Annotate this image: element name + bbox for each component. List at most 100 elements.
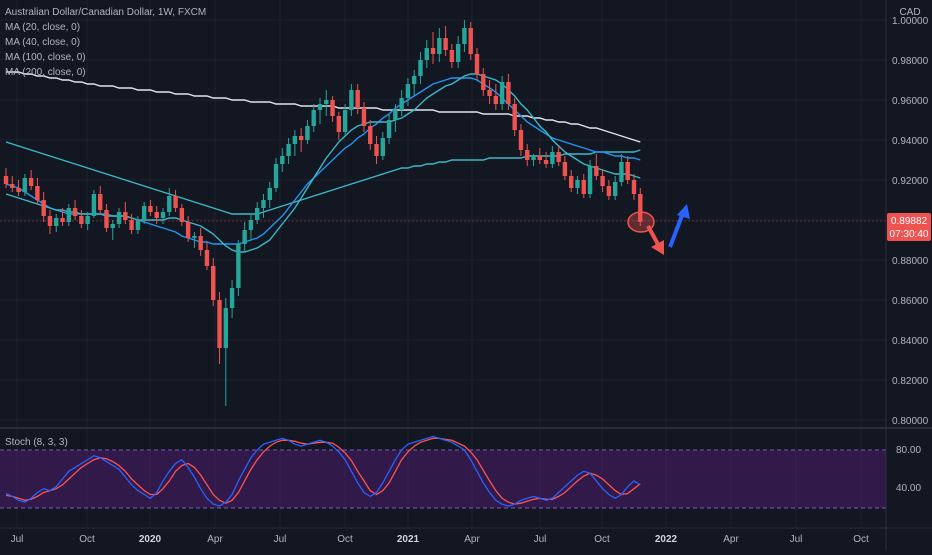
candle — [368, 120, 373, 150]
candle — [399, 90, 404, 116]
candle-body — [481, 74, 486, 90]
candle-body — [518, 130, 524, 150]
candle — [443, 26, 448, 56]
candle-body — [619, 162, 624, 182]
candle — [60, 208, 65, 226]
candle-body — [386, 120, 392, 138]
candle-body — [129, 220, 134, 230]
candle-body — [556, 152, 561, 162]
candle-body — [35, 186, 40, 200]
grid-layer — [0, 0, 886, 528]
price-axis[interactable]: 1.000000.980000.960000.940000.920000.900… — [892, 16, 929, 427]
candle — [587, 160, 593, 198]
legend-ma100[interactable]: MA (100, close, 0) — [5, 52, 86, 63]
candle — [204, 242, 210, 270]
candle — [418, 52, 423, 84]
candle-body — [506, 82, 511, 104]
candle — [638, 188, 643, 226]
candle-body — [474, 54, 480, 74]
time-tick-label: Oct — [337, 534, 353, 545]
candle — [248, 214, 254, 240]
stoch-band — [0, 450, 886, 508]
candle-body — [41, 200, 46, 216]
candle-body — [575, 180, 580, 188]
currency-label: CAD — [899, 7, 920, 18]
candle — [386, 114, 392, 144]
candle-body — [443, 38, 448, 50]
stoch-label[interactable]: Stoch (8, 3, 3) — [5, 437, 68, 448]
price-tick-label: 0.94000 — [892, 136, 929, 147]
stoch-panel — [0, 435, 886, 509]
candle — [575, 176, 580, 194]
price-tick-label: 0.92000 — [892, 176, 929, 187]
candle-body — [612, 182, 618, 196]
legend-ma200[interactable]: MA (200, close, 0) — [5, 67, 86, 78]
candle — [349, 84, 354, 116]
candle-body — [380, 138, 385, 156]
price-tick-label: 0.80000 — [892, 416, 929, 427]
candle-body — [267, 188, 272, 200]
candle-body — [550, 152, 555, 164]
candle — [267, 182, 272, 208]
candle-body — [430, 48, 436, 54]
candle — [531, 154, 536, 166]
candle — [437, 28, 442, 62]
stoch-k-line — [5, 435, 641, 507]
legend-ma40[interactable]: MA (40, close, 0) — [5, 37, 80, 48]
candle — [129, 214, 134, 234]
candle — [273, 158, 279, 192]
candle-body — [412, 76, 417, 84]
candle-body — [587, 166, 593, 194]
candle — [317, 98, 323, 124]
candle — [569, 170, 574, 192]
price-tick-label: 0.88000 — [892, 256, 929, 267]
candle — [506, 74, 511, 110]
candle — [405, 78, 411, 106]
time-axis[interactable]: Jul Oct 2020 Apr Jul Oct 2021 Apr Jul Oct 2022 Apr J… — [11, 534, 869, 545]
candle-body — [374, 144, 379, 156]
candle — [374, 136, 379, 164]
candle — [355, 84, 360, 114]
candle-body — [22, 178, 28, 192]
candle — [16, 180, 21, 196]
candle — [481, 68, 486, 96]
candle — [324, 90, 329, 116]
time-tick-label: Oct — [79, 534, 95, 545]
candle-body — [368, 126, 373, 144]
candle-body — [349, 90, 354, 110]
legend-ma20[interactable]: MA (20, close, 0) — [5, 22, 80, 33]
candle-body — [185, 222, 191, 238]
candle — [543, 152, 549, 168]
candle — [600, 170, 605, 192]
candle-body — [512, 104, 517, 130]
candle-body — [54, 218, 59, 226]
candle — [311, 104, 316, 132]
candle-body — [292, 136, 298, 144]
candle-body — [525, 150, 530, 160]
candle-body — [110, 224, 115, 228]
candle — [594, 154, 599, 180]
candle — [123, 202, 128, 224]
candle-body — [72, 208, 78, 216]
stoch-level-40: 40.00 — [896, 483, 921, 494]
candle — [606, 180, 612, 200]
candle-body — [405, 84, 411, 98]
candle-body — [361, 108, 367, 126]
chart-title: Australian Dollar/Canadian Dollar, 1W, F… — [5, 7, 206, 18]
candle — [631, 174, 637, 200]
candle-body — [638, 194, 643, 222]
candle-body — [98, 194, 103, 210]
candle-body — [116, 212, 122, 224]
candle-body — [330, 100, 335, 116]
candle — [393, 104, 398, 132]
candle-body — [317, 104, 323, 110]
candle-body — [141, 206, 147, 220]
time-tick-label: Apr — [464, 534, 480, 545]
candle-body — [437, 38, 442, 54]
candle — [298, 128, 304, 152]
candle — [342, 104, 348, 136]
candle-body — [223, 308, 228, 348]
candle — [424, 40, 429, 68]
